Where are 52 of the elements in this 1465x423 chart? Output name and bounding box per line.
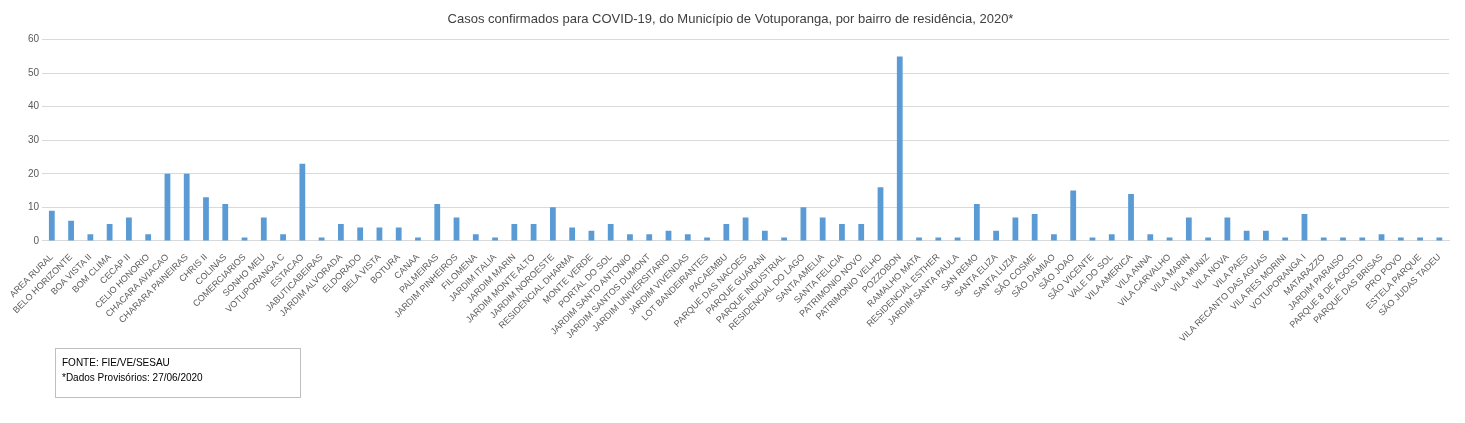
bar bbox=[1128, 193, 1134, 241]
bar bbox=[858, 224, 865, 241]
text: *Dados Provisórios: 27/06/2020 bbox=[62, 371, 204, 385]
bar bbox=[299, 163, 306, 241]
bar bbox=[1031, 214, 1038, 241]
bar bbox=[684, 234, 691, 241]
bar bbox=[106, 224, 113, 241]
bar bbox=[472, 234, 479, 241]
bar bbox=[819, 217, 826, 241]
bar bbox=[627, 234, 633, 241]
y-tick-label: 0 bbox=[33, 234, 40, 246]
y-tick-label: 60 bbox=[28, 33, 40, 45]
bar bbox=[183, 173, 190, 241]
bar bbox=[1051, 234, 1057, 241]
y-tick-label: 50 bbox=[28, 66, 40, 78]
bar bbox=[260, 217, 267, 241]
bar bbox=[87, 234, 94, 241]
bar bbox=[569, 227, 576, 241]
bar bbox=[126, 217, 132, 241]
bar bbox=[1185, 217, 1192, 241]
bar bbox=[222, 203, 229, 241]
bar bbox=[646, 234, 653, 241]
y-tick-label: 20 bbox=[28, 167, 40, 179]
bar bbox=[434, 203, 441, 241]
bar bbox=[1243, 230, 1250, 241]
bar bbox=[1108, 234, 1115, 241]
bar bbox=[993, 230, 1000, 241]
bar bbox=[761, 230, 768, 241]
bar bbox=[280, 234, 286, 241]
bar bbox=[338, 224, 344, 241]
bar bbox=[395, 227, 402, 241]
bar bbox=[1263, 230, 1269, 241]
bar bbox=[357, 227, 364, 241]
y-tick-label: 30 bbox=[28, 134, 40, 145]
bar bbox=[973, 203, 980, 241]
bar bbox=[607, 224, 614, 241]
y-tick-label: 10 bbox=[28, 201, 40, 213]
bar bbox=[68, 220, 74, 241]
y-tick-label: 40 bbox=[28, 100, 40, 112]
source-note: FONTE: FIE/VE/SESAU bbox=[62, 356, 171, 370]
bar bbox=[1224, 217, 1231, 241]
bar bbox=[839, 224, 845, 241]
bar bbox=[549, 207, 556, 241]
bar bbox=[1070, 190, 1077, 241]
bar bbox=[896, 56, 903, 241]
chart-title: Casos confirmados para COVID-19, do Município de Votuporanga, por bairro de residência, 2020* bbox=[447, 11, 1014, 27]
bar bbox=[1147, 234, 1154, 241]
bar bbox=[723, 224, 730, 241]
bar bbox=[48, 210, 55, 241]
bar bbox=[203, 197, 209, 241]
bar bbox=[511, 224, 518, 241]
bar bbox=[145, 234, 152, 241]
